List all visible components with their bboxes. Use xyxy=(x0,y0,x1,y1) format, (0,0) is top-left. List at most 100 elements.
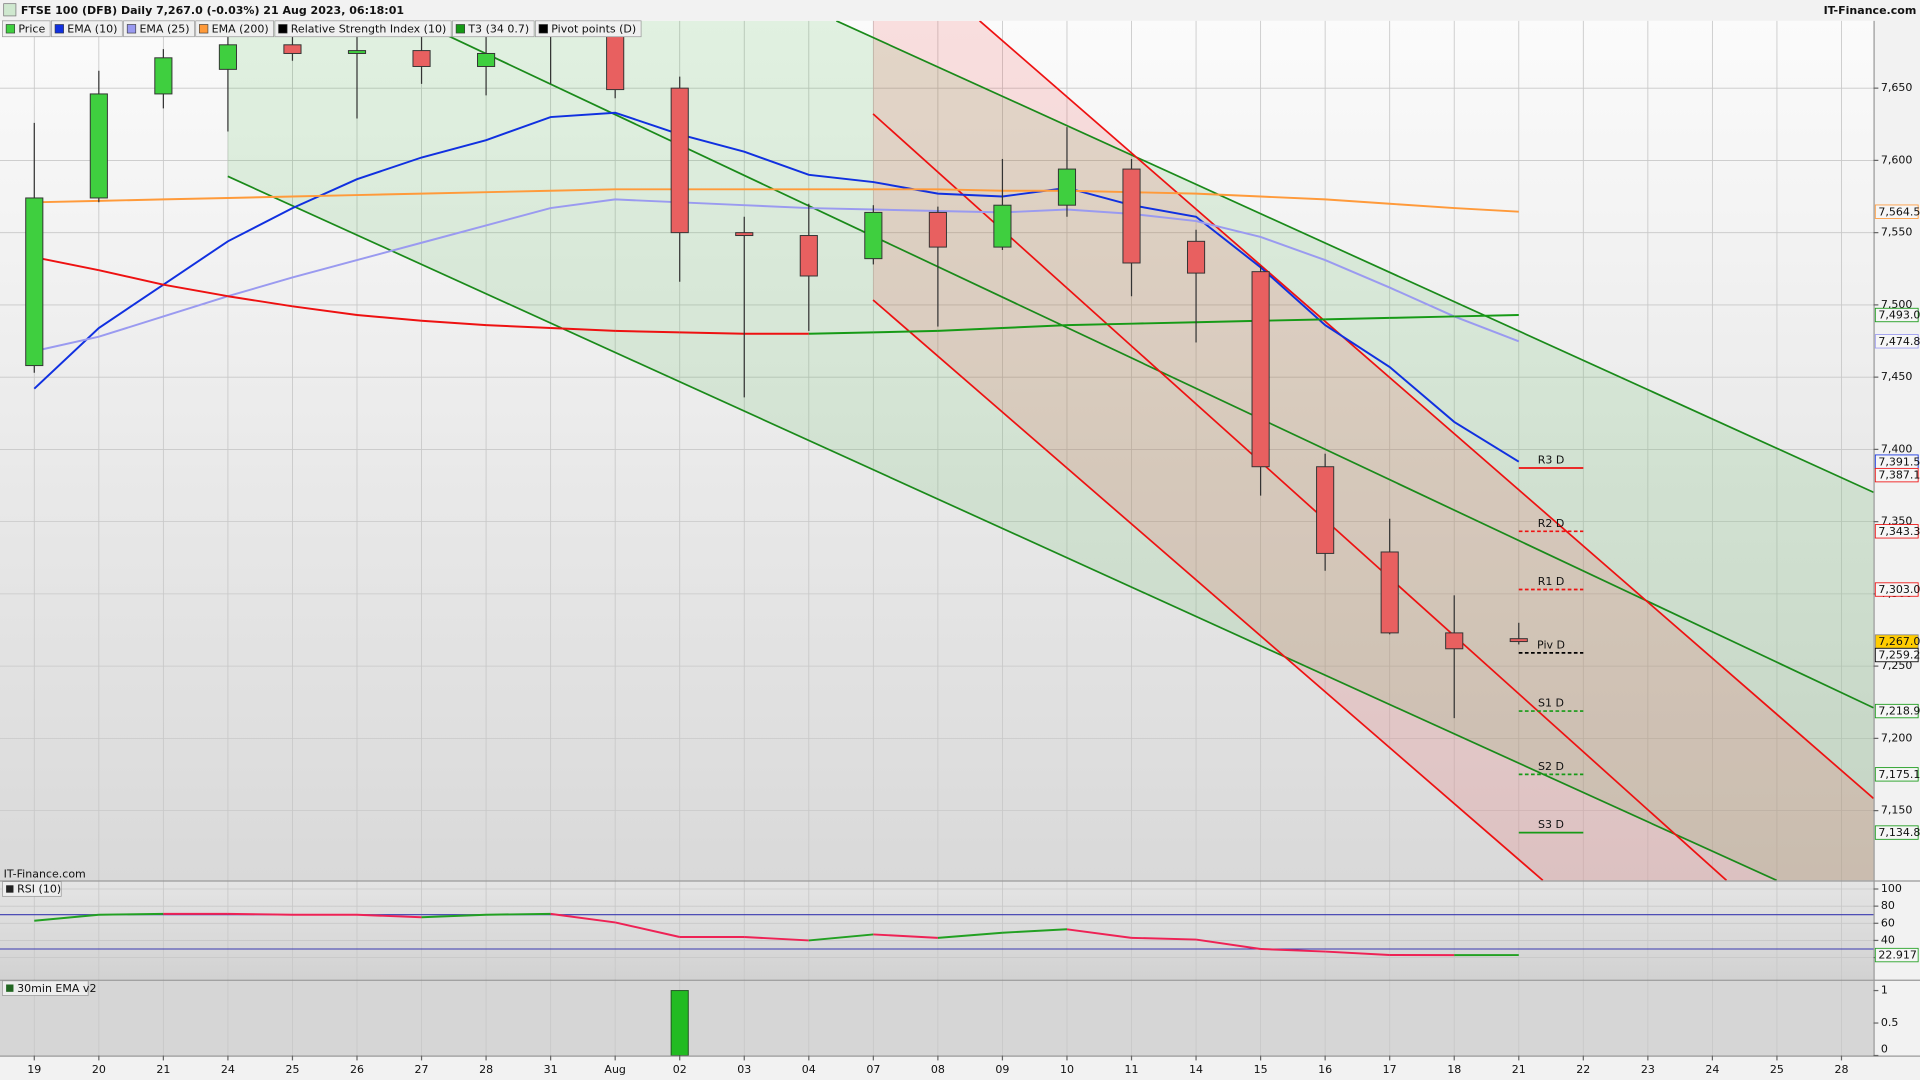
candle-body xyxy=(928,211,947,248)
price-tag-label: 22.917 xyxy=(1878,949,1917,962)
series-segment xyxy=(1260,318,1326,322)
series-segment xyxy=(356,314,422,322)
legend-swatch xyxy=(5,24,15,34)
legend-swatch xyxy=(538,24,548,34)
pane-label-box xyxy=(2,980,89,996)
x-tick-label: 02 xyxy=(673,1063,687,1076)
bar xyxy=(670,990,689,1057)
x-tick-label: 24 xyxy=(221,1063,235,1076)
series-line xyxy=(34,198,1520,353)
price-tag xyxy=(1874,767,1919,782)
pivot-name: Piv D xyxy=(1537,638,1565,651)
legend-swatch xyxy=(54,24,64,34)
candle-body xyxy=(1057,168,1077,206)
series-segment xyxy=(1260,948,1326,953)
x-tick-label: 21 xyxy=(156,1063,170,1076)
price-tag-label: 7,259.2 xyxy=(1878,649,1920,662)
x-tick-label: 21 xyxy=(1512,1063,1526,1076)
candle-body xyxy=(606,20,625,91)
pivot-name: R1 D xyxy=(1538,575,1565,588)
channel-line xyxy=(415,20,1874,709)
series-segment xyxy=(679,331,745,335)
x-tick-label: 11 xyxy=(1124,1063,1138,1076)
x-tick-label: 18 xyxy=(1447,1063,1461,1076)
legend-label: EMA (200) xyxy=(212,22,269,35)
y-tick-label: 7,650 xyxy=(1881,81,1913,94)
title-icon xyxy=(3,3,17,17)
pivot-name: S3 D xyxy=(1538,818,1564,831)
legend-box xyxy=(452,20,535,38)
series-segment xyxy=(1389,315,1455,319)
candle-body xyxy=(412,50,431,67)
series-segment xyxy=(1131,321,1197,325)
price-tag-label: 7,564.5 xyxy=(1878,205,1920,218)
y-tick-label: 7,400 xyxy=(1881,442,1913,455)
x-tick-label: 17 xyxy=(1383,1063,1397,1076)
legend-label: T3 (34 0.7) xyxy=(467,22,529,35)
price-tag xyxy=(1874,582,1919,597)
legend-swatch xyxy=(126,24,137,34)
channel-line xyxy=(227,175,1778,881)
x-tick-label: 28 xyxy=(479,1063,493,1076)
price-tag xyxy=(1874,524,1919,539)
series-segment xyxy=(744,936,809,942)
series-segment xyxy=(873,933,938,939)
pane-title: RSI (10) xyxy=(17,883,61,896)
legend-label: EMA (25) xyxy=(139,22,189,35)
price-tags: 7,564.5 7,493.0 7,474.8 7,391.57,387.1 7,343… xyxy=(1874,204,1920,963)
candle-body xyxy=(670,87,689,234)
y-tick-label: 7,450 xyxy=(1881,370,1913,383)
legend-label: Pivot points (D) xyxy=(551,22,636,35)
price-tag xyxy=(1874,204,1919,219)
candle-body xyxy=(1380,551,1399,634)
price-tag-label: 7,134.8 xyxy=(1878,826,1920,839)
series-segment xyxy=(1325,316,1390,321)
pivot-name: S2 D xyxy=(1538,760,1564,773)
series-segment xyxy=(356,913,422,919)
legend-swatch xyxy=(278,24,288,34)
price-tag-label: 7,267.0 xyxy=(1878,635,1920,648)
series-line xyxy=(34,188,1519,213)
y-tick-label: 80 xyxy=(1881,899,1895,912)
pane-label-swatch xyxy=(6,885,14,893)
series-segment xyxy=(421,913,487,919)
indicator-pane xyxy=(0,980,1874,1056)
axes: 19 20 21 24 25 26 27 28 31 Aug 02 03 04 07 08 09 10 11 14 1… xyxy=(27,81,1912,1076)
price-tag xyxy=(1874,703,1919,719)
legend: Price EMA (10) EMA (25) EMA (200) Relative S… xyxy=(2,20,642,38)
price-tag-label: 7,474.8 xyxy=(1878,335,1920,348)
pivot-name: R2 D xyxy=(1538,517,1565,530)
series-segment xyxy=(1066,322,1132,327)
x-tick-label: 31 xyxy=(544,1063,558,1076)
series-segment xyxy=(163,283,229,298)
series-segment xyxy=(227,295,293,308)
grid xyxy=(0,20,1874,1056)
series-segment xyxy=(1195,938,1261,950)
candle-body xyxy=(154,57,173,95)
legend-box xyxy=(195,20,275,38)
x-tick-label: 14 xyxy=(1189,1063,1203,1076)
series-segment xyxy=(550,327,616,332)
main-pane xyxy=(0,20,1874,881)
series-segment xyxy=(937,931,1003,939)
series-line xyxy=(33,111,1520,463)
y-tick-label: 0 xyxy=(1881,1042,1888,1055)
series-segment xyxy=(98,269,164,286)
x-tick-label: 09 xyxy=(995,1063,1009,1076)
series-segment xyxy=(937,327,1003,332)
candle-body xyxy=(347,50,367,54)
y-tick-label: 1 xyxy=(1881,984,1888,997)
y-tick-label: 0.5 xyxy=(1881,1016,1899,1029)
legend-swatch xyxy=(455,24,465,34)
x-tick-label: 22 xyxy=(1576,1063,1590,1076)
price-tag xyxy=(1874,947,1919,963)
legend-swatch xyxy=(199,24,209,34)
candle-body xyxy=(1251,271,1270,468)
channel-line xyxy=(872,299,1544,881)
legend-box xyxy=(274,20,452,38)
candle-body xyxy=(25,197,44,367)
y-tick-label: 60 xyxy=(1881,916,1895,929)
y-tick-label: 7,550 xyxy=(1881,226,1913,239)
y-tick-label: 7,500 xyxy=(1881,298,1913,311)
candle-body xyxy=(993,204,1012,248)
